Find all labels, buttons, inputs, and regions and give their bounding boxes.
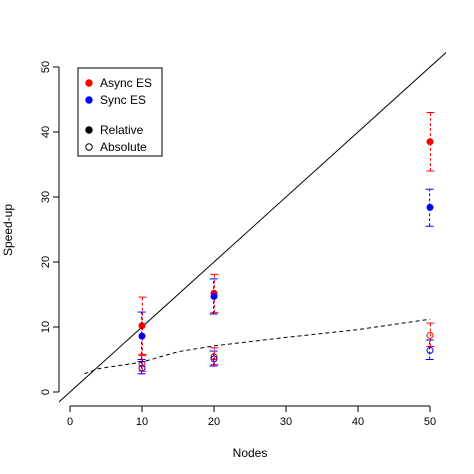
- legend-label: Sync ES: [100, 93, 146, 107]
- x-tick-label: 10: [136, 416, 148, 428]
- x-tick-label: 30: [280, 416, 292, 428]
- trend-line: [84, 318, 431, 375]
- plot-clipped: [59, 52, 446, 403]
- x-axis-label: Nodes: [233, 446, 268, 460]
- y-tick-label: 40: [40, 126, 52, 138]
- data-point: [138, 332, 146, 340]
- legend-item-absolute: Absolute: [85, 140, 147, 154]
- x-tick-label: 40: [352, 416, 364, 428]
- legend-marker: [85, 126, 93, 134]
- reference-line: [59, 52, 446, 403]
- data-point: [426, 346, 434, 354]
- legend-item-async-es: Async ES: [85, 76, 152, 90]
- y-tick-label: 20: [40, 256, 52, 268]
- y-axis-label: Speed-up: [1, 204, 15, 256]
- legend-marker: [85, 79, 93, 87]
- plot-area: [59, 52, 446, 403]
- x-tick-label: 0: [67, 416, 73, 428]
- y-tick-label: 10: [40, 321, 52, 333]
- legend-item-sync-es: Sync ES: [85, 93, 146, 107]
- legend-marker: [85, 143, 93, 151]
- axes: 0 10 20 30 40 50 0 10 20 30 40 50: [40, 61, 436, 428]
- series-async-es-relative: [138, 112, 435, 357]
- legend-label: Async ES: [100, 76, 152, 90]
- legend: Async ES Sync ES Relative Absolute: [77, 67, 163, 157]
- series-sync-es-absolute: [137, 339, 434, 375]
- data-point: [426, 138, 434, 146]
- series-sync-es-relative: [137, 188, 434, 360]
- data-point: [138, 364, 146, 372]
- data-point: [426, 203, 434, 211]
- legend-marker: [85, 96, 93, 104]
- data-point: [426, 331, 434, 339]
- series-async-es-absolute: [138, 322, 435, 372]
- legend-item-relative: Relative: [85, 123, 144, 137]
- data-point: [210, 292, 218, 300]
- legend-label: Absolute: [100, 140, 147, 154]
- y-tick-label: 30: [40, 191, 52, 203]
- legend-label: Relative: [100, 123, 144, 137]
- x-tick-label: 50: [424, 416, 436, 428]
- x-tick-label: 20: [208, 416, 220, 428]
- data-point: [210, 355, 218, 363]
- y-tick-label: 50: [40, 61, 52, 73]
- y-tick-label: 0: [40, 389, 52, 395]
